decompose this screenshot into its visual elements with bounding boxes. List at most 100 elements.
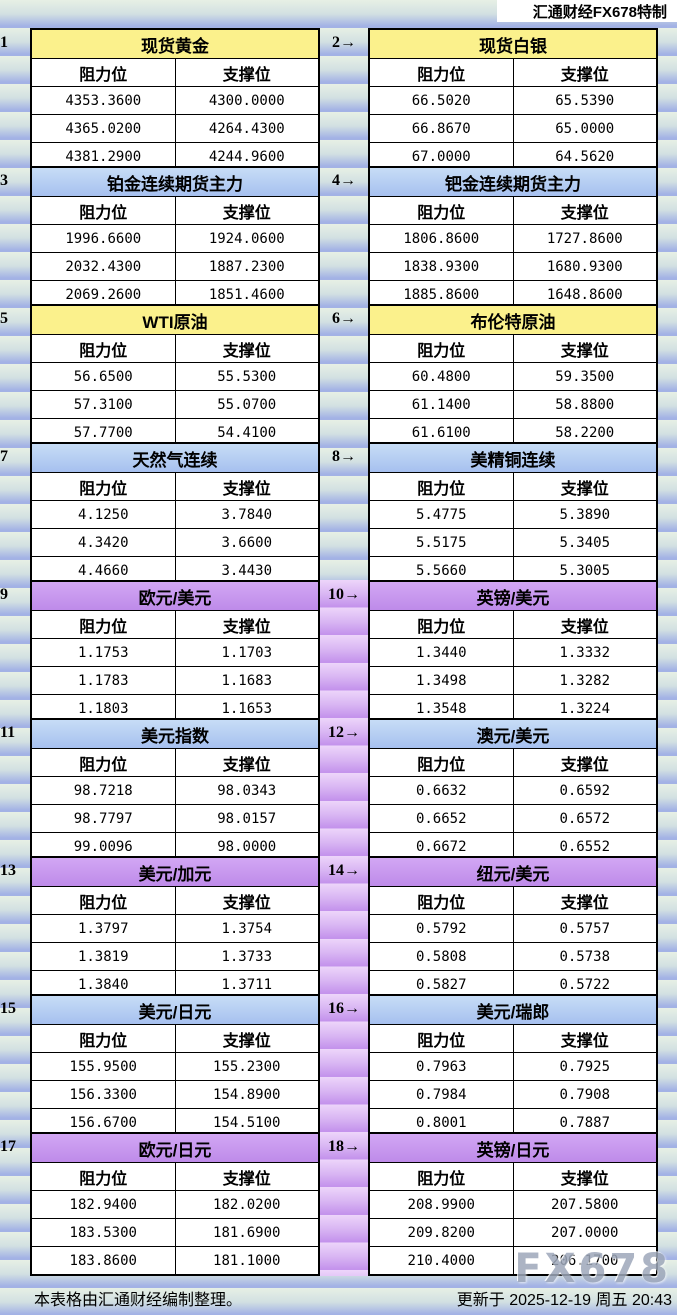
support-value: 0.5738 [512,942,658,971]
panel-table-9: 欧元/美元 阻力位 支撑位 1.1753 1.1703 1.1783 1.1683 1.180… [30,580,320,724]
resistance-value: 1838.9300 [368,252,514,281]
value-row: 56.6500 55.5300 [30,362,320,391]
support-value: 1.3733 [174,942,320,971]
value-row: 1.3440 1.3332 [368,638,658,667]
panel-title: 纽元/美元 [368,856,658,887]
panel-table-11: 美元指数 阻力位 支撑位 98.7218 98.0343 98.7797 98.0157 99… [30,718,320,862]
band: 7 天然气连续 阻力位 支撑位 4.1250 3.7840 4.3420 3.6600 4.46… [0,442,677,586]
panel-number-label: 10→ [320,580,368,610]
panel-number: 14 [328,862,344,879]
resistance-header: 阻力位 [30,1162,176,1191]
value-row: 182.9400 182.0200 [30,1190,320,1219]
panel-number: 6 [332,310,340,327]
mid-strip: 6→ [320,304,368,448]
left-number-cell: 7 [0,442,30,586]
resistance-value: 4365.0200 [30,114,176,143]
panel-table-6: 布伦特原油 阻力位 支撑位 60.4800 59.3500 61.1400 58.8800 6… [368,304,658,448]
panel-number: 16 [328,1000,344,1017]
value-row: 208.9900 207.5800 [368,1190,658,1219]
value-row: 98.7218 98.0343 [30,776,320,805]
mid-strip: 10→ [320,580,368,724]
resistance-header: 阻力位 [30,196,176,225]
resistance-value: 66.5020 [368,86,514,115]
value-row: 4.3420 3.6600 [30,528,320,557]
panel-title: 美元/加元 [30,856,320,887]
panel-title: 英镑/美元 [368,580,658,611]
panel-number-label: 12→ [320,718,368,748]
left-number-cell: 1 [0,28,30,172]
resistance-header: 阻力位 [30,334,176,363]
support-value: 98.0343 [174,776,320,805]
support-value: 0.6592 [512,776,658,805]
panel-number: 8 [332,448,340,465]
footer: 本表格由汇通财经编制整理。 更新于 2025-12-19 周五 20:43 [0,1284,677,1312]
support-value: 65.0000 [512,114,658,143]
right-margin [658,856,677,1000]
resistance-value: 1.3498 [368,666,514,695]
support-value: 1.3332 [512,638,658,667]
panel-table-18: 英镑/日元 阻力位 支撑位 208.9900 207.5800 209.8200 207.0… [368,1132,658,1276]
panel-table-7: 天然气连续 阻力位 支撑位 4.1250 3.7840 4.3420 3.6600 4.466… [30,442,320,586]
mid-strip: 2→ [320,28,368,172]
value-row: 4353.3600 4300.0000 [30,86,320,115]
panel-number: 17 [0,1138,16,1155]
right-arrow-icon: → [344,862,360,879]
resistance-header: 阻力位 [368,1162,514,1191]
panel-table-8: 美精铜连续 阻力位 支撑位 5.4775 5.3890 5.5175 5.3405 5.566… [368,442,658,586]
value-row: 4.1250 3.7840 [30,500,320,529]
right-arrow-icon: → [344,586,360,603]
panel-title: 天然气连续 [30,442,320,473]
resistance-value: 1.3440 [368,638,514,667]
value-row: 66.5020 65.5390 [368,86,658,115]
resistance-value: 4353.3600 [30,86,176,115]
resistance-value: 182.9400 [30,1190,176,1219]
right-margin [658,994,677,1138]
resistance-header: 阻力位 [30,58,176,87]
panel-title: 现货白银 [368,28,658,59]
resistance-value: 98.7797 [30,804,176,833]
resistance-value: 0.7984 [368,1080,514,1109]
support-value: 0.7925 [512,1052,658,1081]
panel-table-14: 纽元/美元 阻力位 支撑位 0.5792 0.5757 0.5808 0.5738 0.582… [368,856,658,1000]
right-arrow-icon: → [340,34,356,51]
resistance-value: 61.1400 [368,390,514,419]
panel-table-13: 美元/加元 阻力位 支撑位 1.3797 1.3754 1.3819 1.3733 1.384… [30,856,320,1000]
resistance-value: 4.1250 [30,500,176,529]
support-value: 182.0200 [174,1190,320,1219]
panel-title: 布伦特原油 [368,304,658,335]
panels-grid: 1 现货黄金 阻力位 支撑位 4353.3600 4300.0000 4365.0200 42… [0,28,677,1276]
left-number-cell: 3 [0,166,30,310]
support-value: 65.5390 [512,86,658,115]
support-value: 181.6900 [174,1218,320,1247]
panel-number: 15 [0,1000,16,1017]
resistance-header: 阻力位 [368,472,514,501]
panel-number: 3 [0,172,8,189]
resistance-value: 183.5300 [30,1218,176,1247]
right-arrow-icon: → [340,172,356,189]
resistance-value: 57.3100 [30,390,176,419]
value-row: 1996.6600 1924.0600 [30,224,320,253]
support-value: 1887.2300 [174,252,320,281]
value-row: 0.5792 0.5757 [368,914,658,943]
panel-number: 10 [328,586,344,603]
resistance-value: 98.7218 [30,776,176,805]
resistance-header: 阻力位 [30,748,176,777]
panel-number: 4 [332,172,340,189]
panel-table-3: 铂金连续期货主力 阻力位 支撑位 1996.6600 1924.0600 2032.430… [30,166,320,310]
resistance-value: 4.3420 [30,528,176,557]
right-margin [658,580,677,724]
fx678-watermark: FX678 [514,1246,671,1292]
left-number-cell: 11 [0,718,30,862]
resistance-value: 0.5792 [368,914,514,943]
left-number-cell: 5 [0,304,30,448]
panel-title: 钯金连续期货主力 [368,166,658,197]
support-value: 181.1000 [174,1246,320,1276]
resistance-header: 阻力位 [368,196,514,225]
brand-text: 汇通财经FX678特制 [532,3,667,21]
resistance-value: 0.6652 [368,804,514,833]
resistance-header: 阻力位 [368,1024,514,1053]
support-value: 207.0000 [512,1218,658,1247]
panel-table-1: 现货黄金 阻力位 支撑位 4353.3600 4300.0000 4365.0200 426… [30,28,320,172]
panel-title: 欧元/美元 [30,580,320,611]
value-row: 66.8670 65.0000 [368,114,658,143]
